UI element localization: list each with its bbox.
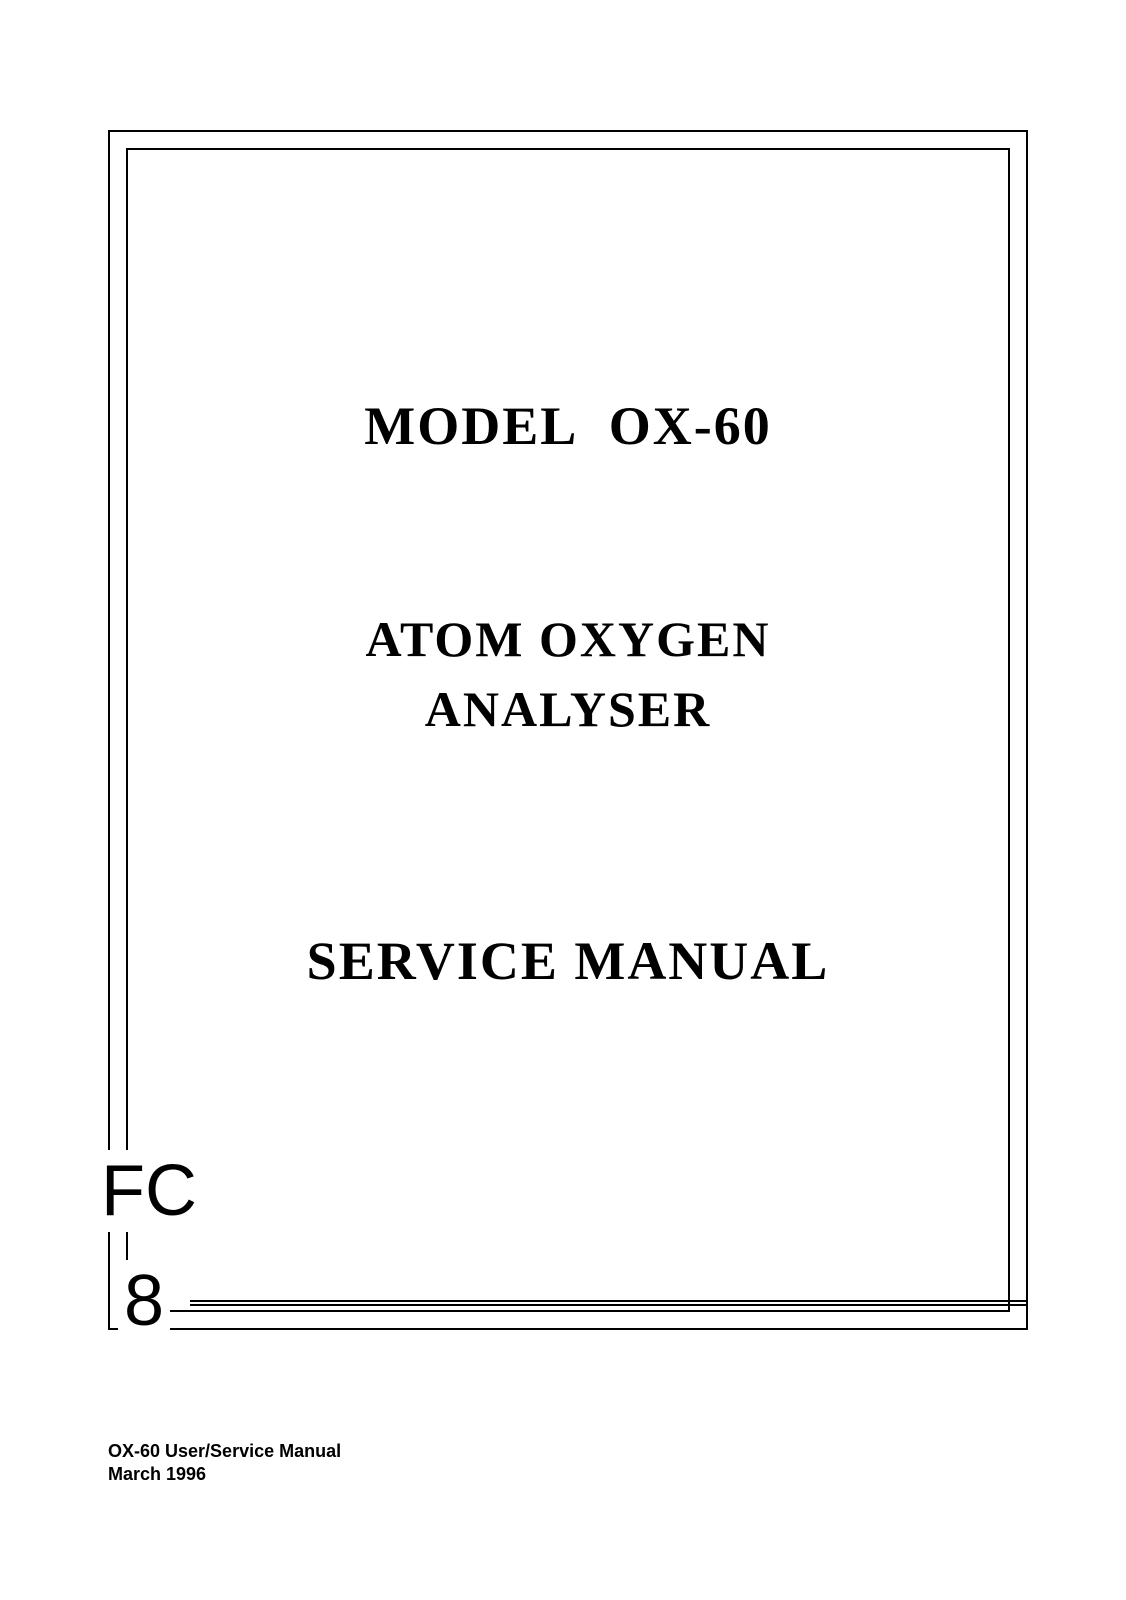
product-title-line1: ATOM OXYGEN bbox=[108, 610, 1028, 668]
fc-label: FC bbox=[95, 1150, 203, 1232]
footer-line1: OX-60 User/Service Manual bbox=[108, 1440, 341, 1463]
product-title-line2: ANALYSER bbox=[108, 680, 1028, 738]
service-title: SERVICE MANUAL bbox=[108, 930, 1028, 992]
document-page: MODEL OX-60 ATOM OXYGEN ANALYSER SERVICE… bbox=[0, 0, 1126, 1600]
model-title: MODEL OX-60 bbox=[108, 395, 1028, 457]
fc-divider-line bbox=[190, 1300, 1026, 1306]
footer-block: OX-60 User/Service Manual March 1996 bbox=[108, 1440, 341, 1487]
footer-line2: March 1996 bbox=[108, 1463, 341, 1486]
fc-number: 8 bbox=[118, 1260, 170, 1342]
